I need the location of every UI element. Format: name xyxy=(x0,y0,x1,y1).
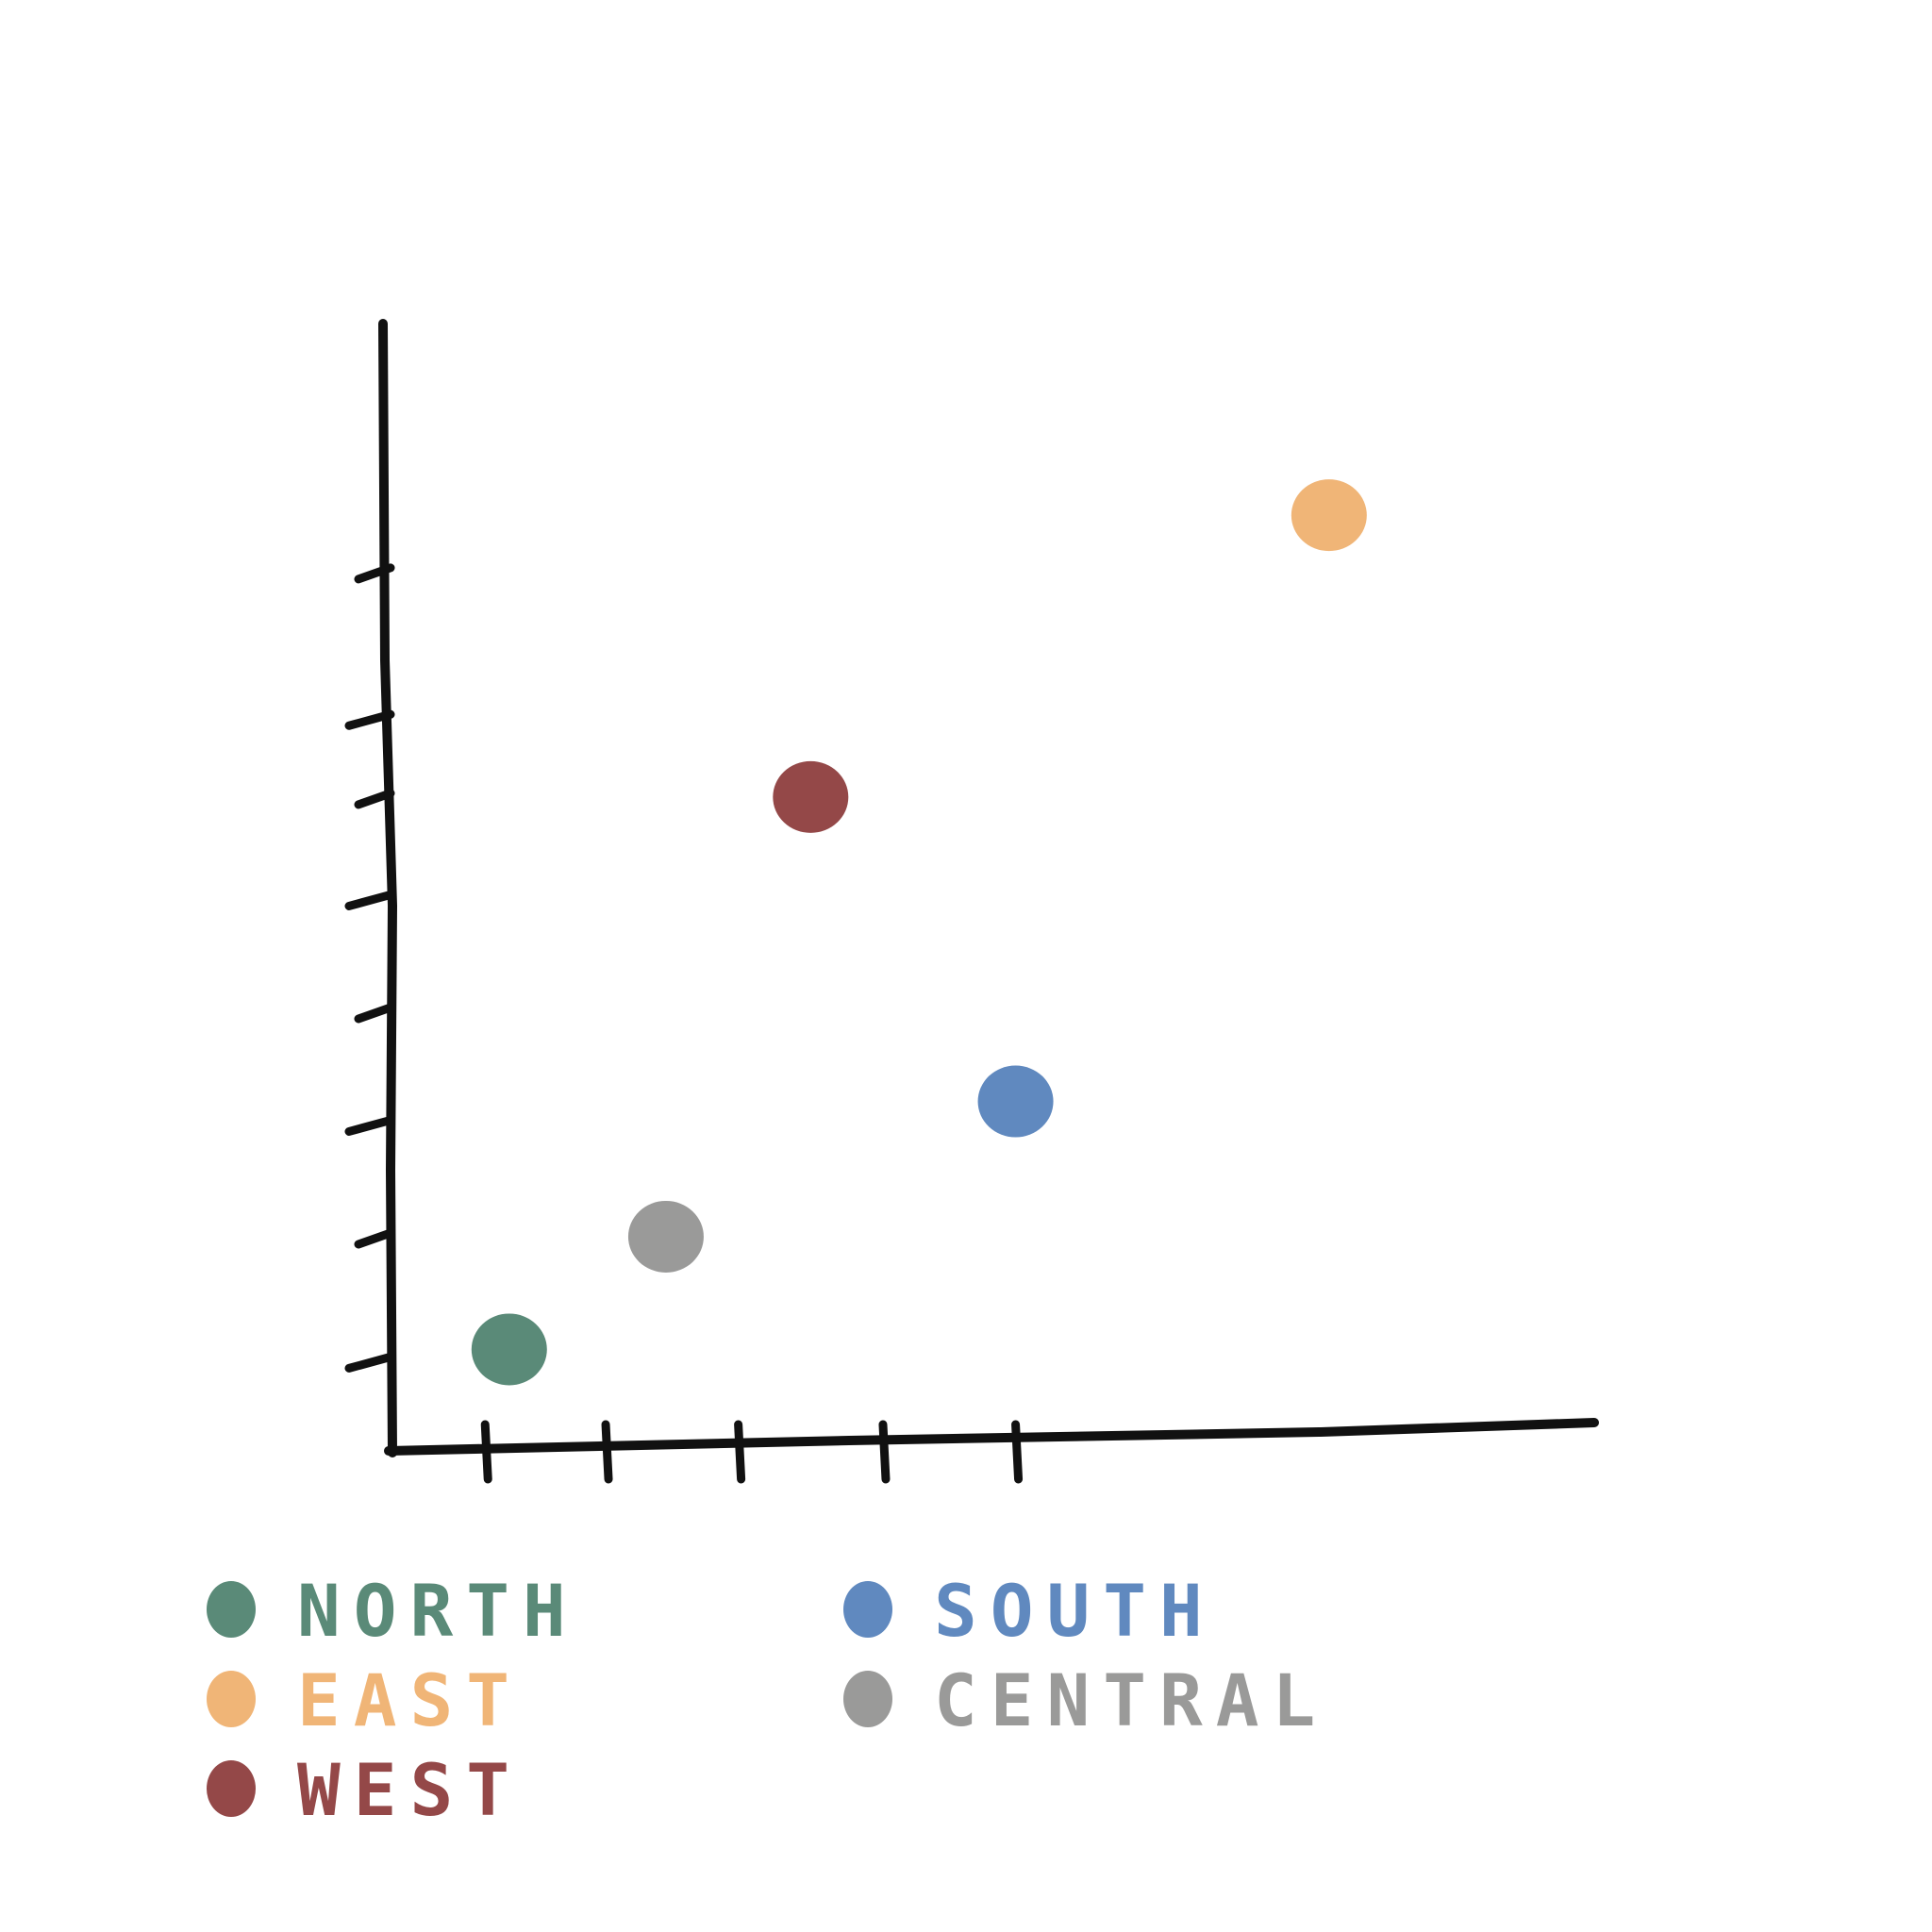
legend-label-west: WEST xyxy=(297,1748,523,1832)
point-north xyxy=(471,1313,547,1386)
point-west xyxy=(773,760,849,833)
data-points xyxy=(471,479,1367,1386)
x-tick-2 xyxy=(601,1420,613,1484)
axes xyxy=(378,319,1599,1457)
legend-marker-north xyxy=(207,1581,256,1638)
axis-ticks xyxy=(344,563,1024,1484)
point-south xyxy=(977,1065,1054,1138)
legend-marker-west xyxy=(207,1760,256,1817)
legend-label-east: EAST xyxy=(297,1658,523,1742)
y-tick-2 xyxy=(354,1228,395,1249)
x-tick-5 xyxy=(1011,1420,1024,1484)
legend-marker-east xyxy=(207,1671,256,1727)
y-tick-3 xyxy=(344,1115,395,1136)
y-tick-1 xyxy=(344,1352,395,1373)
legend-label-north: NORTH xyxy=(297,1569,579,1653)
y-tick-5 xyxy=(344,890,395,910)
point-central xyxy=(627,1200,704,1273)
legend-marker-south xyxy=(843,1581,892,1638)
legend-marker-central xyxy=(843,1671,892,1727)
point-east xyxy=(1291,479,1367,552)
y-tick-4 xyxy=(354,1003,395,1024)
x-tick-3 xyxy=(734,1420,746,1484)
x-tick-4 xyxy=(878,1420,891,1484)
y-axis xyxy=(378,319,398,1457)
legend-label-central: CENTRAL xyxy=(934,1658,1328,1742)
legend-label-south: SOUTH xyxy=(934,1569,1216,1653)
x-axis xyxy=(384,1418,1599,1456)
